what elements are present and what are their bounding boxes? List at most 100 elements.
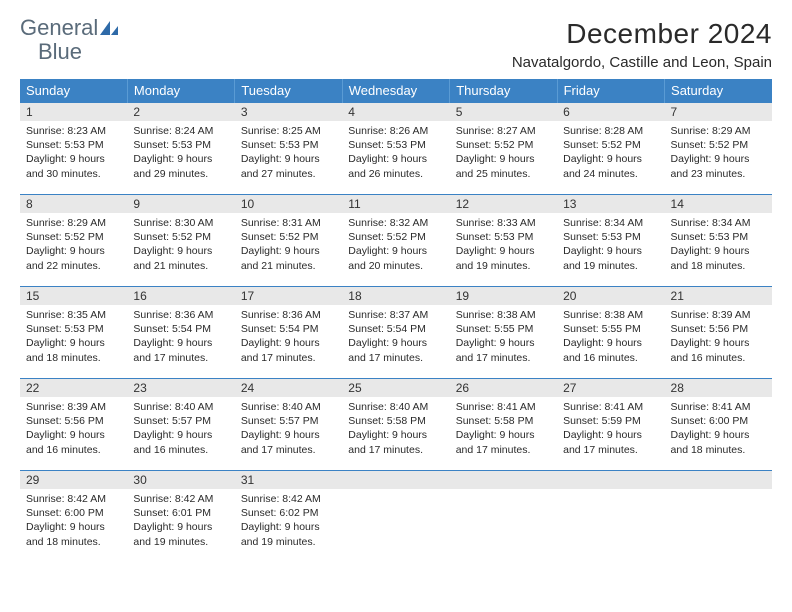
sunset-line: Sunset: 5:58 PM: [348, 414, 443, 428]
sunset-line: Sunset: 6:00 PM: [671, 414, 766, 428]
day-data: Sunrise: 8:36 AMSunset: 5:54 PMDaylight:…: [127, 305, 234, 369]
sunset-line: Sunset: 5:57 PM: [241, 414, 336, 428]
daylight-line: Daylight: 9 hours and 21 minutes.: [133, 244, 228, 272]
daylight-line: Daylight: 9 hours and 16 minutes.: [133, 428, 228, 456]
day-number: 1: [20, 103, 127, 121]
day-data: Sunrise: 8:39 AMSunset: 5:56 PMDaylight:…: [20, 397, 127, 461]
day-number: 27: [557, 379, 664, 397]
day-data: Sunrise: 8:34 AMSunset: 5:53 PMDaylight:…: [557, 213, 664, 277]
sunset-line: Sunset: 5:53 PM: [456, 230, 551, 244]
sunset-line: Sunset: 5:53 PM: [671, 230, 766, 244]
calendar-day-cell: 25Sunrise: 8:40 AMSunset: 5:58 PMDayligh…: [342, 379, 449, 471]
day-number: 11: [342, 195, 449, 213]
calendar-week-row: 1Sunrise: 8:23 AMSunset: 5:53 PMDaylight…: [20, 103, 772, 195]
calendar-day-cell: 2Sunrise: 8:24 AMSunset: 5:53 PMDaylight…: [127, 103, 234, 195]
daylight-line: Daylight: 9 hours and 20 minutes.: [348, 244, 443, 272]
sunset-line: Sunset: 5:54 PM: [348, 322, 443, 336]
daylight-line: Daylight: 9 hours and 18 minutes.: [26, 336, 121, 364]
daylight-line: Daylight: 9 hours and 23 minutes.: [671, 152, 766, 180]
sunset-line: Sunset: 5:53 PM: [26, 138, 121, 152]
sunset-line: Sunset: 5:52 PM: [133, 230, 228, 244]
day-data: Sunrise: 8:30 AMSunset: 5:52 PMDaylight:…: [127, 213, 234, 277]
daylight-line: Daylight: 9 hours and 17 minutes.: [563, 428, 658, 456]
day-number: 15: [20, 287, 127, 305]
sunrise-line: Sunrise: 8:42 AM: [241, 492, 336, 506]
sunset-line: Sunset: 5:54 PM: [133, 322, 228, 336]
sunset-line: Sunset: 5:55 PM: [563, 322, 658, 336]
sunrise-line: Sunrise: 8:32 AM: [348, 216, 443, 230]
day-number: 14: [665, 195, 772, 213]
sunset-line: Sunset: 5:52 PM: [456, 138, 551, 152]
day-number: 30: [127, 471, 234, 489]
day-number: 26: [450, 379, 557, 397]
daylight-line: Daylight: 9 hours and 21 minutes.: [241, 244, 336, 272]
daylight-line: Daylight: 9 hours and 17 minutes.: [456, 336, 551, 364]
daylight-line: Daylight: 9 hours and 16 minutes.: [26, 428, 121, 456]
calendar-week-row: 15Sunrise: 8:35 AMSunset: 5:53 PMDayligh…: [20, 287, 772, 379]
calendar-day-cell: 14Sunrise: 8:34 AMSunset: 5:53 PMDayligh…: [665, 195, 772, 287]
day-data: Sunrise: 8:41 AMSunset: 6:00 PMDaylight:…: [665, 397, 772, 461]
calendar-table: Sunday Monday Tuesday Wednesday Thursday…: [20, 79, 772, 563]
title-block: December 2024 Navatalgordo, Castille and…: [512, 18, 772, 71]
calendar-day-cell: 6Sunrise: 8:28 AMSunset: 5:52 PMDaylight…: [557, 103, 664, 195]
sunrise-line: Sunrise: 8:40 AM: [133, 400, 228, 414]
daylight-line: Daylight: 9 hours and 17 minutes.: [348, 428, 443, 456]
empty-day: [557, 471, 664, 489]
calendar-day-cell: 15Sunrise: 8:35 AMSunset: 5:53 PMDayligh…: [20, 287, 127, 379]
calendar-day-cell: 23Sunrise: 8:40 AMSunset: 5:57 PMDayligh…: [127, 379, 234, 471]
day-number: 21: [665, 287, 772, 305]
sunrise-line: Sunrise: 8:23 AM: [26, 124, 121, 138]
day-data: Sunrise: 8:38 AMSunset: 5:55 PMDaylight:…: [450, 305, 557, 369]
sunrise-line: Sunrise: 8:41 AM: [671, 400, 766, 414]
daylight-line: Daylight: 9 hours and 19 minutes.: [241, 520, 336, 548]
day-data: Sunrise: 8:23 AMSunset: 5:53 PMDaylight:…: [20, 121, 127, 185]
day-number: 4: [342, 103, 449, 121]
weekday-header: Tuesday: [235, 79, 342, 103]
calendar-day-cell: 30Sunrise: 8:42 AMSunset: 6:01 PMDayligh…: [127, 471, 234, 563]
day-data: Sunrise: 8:42 AMSunset: 6:01 PMDaylight:…: [127, 489, 234, 553]
day-data: Sunrise: 8:33 AMSunset: 5:53 PMDaylight:…: [450, 213, 557, 277]
day-data: Sunrise: 8:27 AMSunset: 5:52 PMDaylight:…: [450, 121, 557, 185]
day-number: 12: [450, 195, 557, 213]
calendar-day-cell: 26Sunrise: 8:41 AMSunset: 5:58 PMDayligh…: [450, 379, 557, 471]
day-data: Sunrise: 8:35 AMSunset: 5:53 PMDaylight:…: [20, 305, 127, 369]
daylight-line: Daylight: 9 hours and 16 minutes.: [671, 336, 766, 364]
calendar-day-cell: 10Sunrise: 8:31 AMSunset: 5:52 PMDayligh…: [235, 195, 342, 287]
calendar-day-cell: 13Sunrise: 8:34 AMSunset: 5:53 PMDayligh…: [557, 195, 664, 287]
day-number: 8: [20, 195, 127, 213]
day-number: 13: [557, 195, 664, 213]
sunrise-line: Sunrise: 8:33 AM: [456, 216, 551, 230]
day-number: 6: [557, 103, 664, 121]
sunrise-line: Sunrise: 8:29 AM: [671, 124, 766, 138]
daylight-line: Daylight: 9 hours and 29 minutes.: [133, 152, 228, 180]
day-data: Sunrise: 8:42 AMSunset: 6:02 PMDaylight:…: [235, 489, 342, 553]
day-number: 19: [450, 287, 557, 305]
day-number: 28: [665, 379, 772, 397]
calendar-day-cell: 3Sunrise: 8:25 AMSunset: 5:53 PMDaylight…: [235, 103, 342, 195]
day-data: Sunrise: 8:37 AMSunset: 5:54 PMDaylight:…: [342, 305, 449, 369]
day-number: 9: [127, 195, 234, 213]
brand-word-1: General: [20, 15, 98, 40]
day-data: Sunrise: 8:29 AMSunset: 5:52 PMDaylight:…: [20, 213, 127, 277]
day-data: Sunrise: 8:24 AMSunset: 5:53 PMDaylight:…: [127, 121, 234, 185]
calendar-day-cell: 17Sunrise: 8:36 AMSunset: 5:54 PMDayligh…: [235, 287, 342, 379]
day-number: 17: [235, 287, 342, 305]
sunrise-line: Sunrise: 8:29 AM: [26, 216, 121, 230]
brand-logo: General Blue: [20, 18, 120, 64]
sunset-line: Sunset: 5:59 PM: [563, 414, 658, 428]
day-number: 20: [557, 287, 664, 305]
calendar-day-cell: 28Sunrise: 8:41 AMSunset: 6:00 PMDayligh…: [665, 379, 772, 471]
calendar-week-row: 29Sunrise: 8:42 AMSunset: 6:00 PMDayligh…: [20, 471, 772, 563]
calendar-day-cell: 9Sunrise: 8:30 AMSunset: 5:52 PMDaylight…: [127, 195, 234, 287]
day-data: Sunrise: 8:42 AMSunset: 6:00 PMDaylight:…: [20, 489, 127, 553]
brand-word-2: Blue: [20, 39, 82, 64]
day-number: 5: [450, 103, 557, 121]
sunrise-line: Sunrise: 8:37 AM: [348, 308, 443, 322]
calendar-day-cell: 31Sunrise: 8:42 AMSunset: 6:02 PMDayligh…: [235, 471, 342, 563]
day-data: Sunrise: 8:31 AMSunset: 5:52 PMDaylight:…: [235, 213, 342, 277]
weekday-header: Saturday: [665, 79, 772, 103]
daylight-line: Daylight: 9 hours and 19 minutes.: [563, 244, 658, 272]
sunset-line: Sunset: 5:52 PM: [241, 230, 336, 244]
sunrise-line: Sunrise: 8:40 AM: [241, 400, 336, 414]
daylight-line: Daylight: 9 hours and 18 minutes.: [671, 244, 766, 272]
